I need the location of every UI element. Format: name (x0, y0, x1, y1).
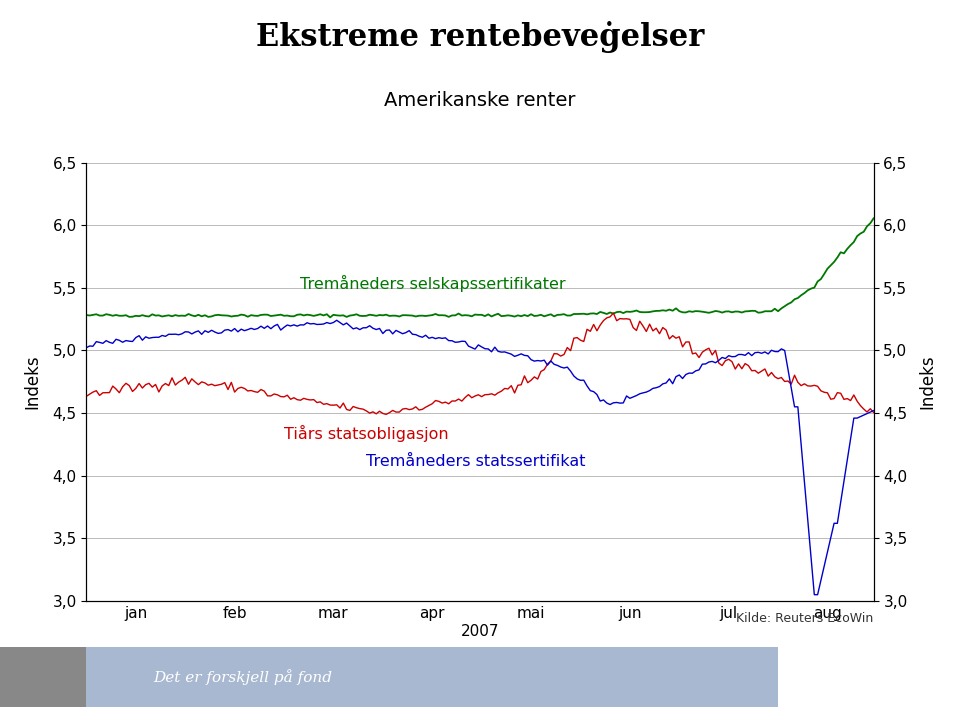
Text: Kilde: Reuters EcoWin: Kilde: Reuters EcoWin (736, 612, 874, 624)
Text: Ekstreme rentebeveġelser: Ekstreme rentebeveġelser (255, 21, 705, 53)
Bar (86, 647, 778, 707)
Text: Tremåneders selskapssertifikater: Tremåneders selskapssertifikater (300, 274, 566, 291)
Y-axis label: Indeks: Indeks (23, 354, 41, 409)
Text: Tremåneders statssertifikat: Tremåneders statssertifikat (367, 455, 586, 469)
X-axis label: 2007: 2007 (461, 624, 499, 638)
Bar (0, 647, 86, 707)
Y-axis label: Indeks: Indeks (919, 354, 937, 409)
Text: Amerikanske renter: Amerikanske renter (384, 90, 576, 110)
Text: Det er forskjell på fond: Det er forskjell på fond (154, 669, 332, 685)
Text: Tiårs statsobligasjon: Tiårs statsobligasjon (284, 425, 448, 442)
